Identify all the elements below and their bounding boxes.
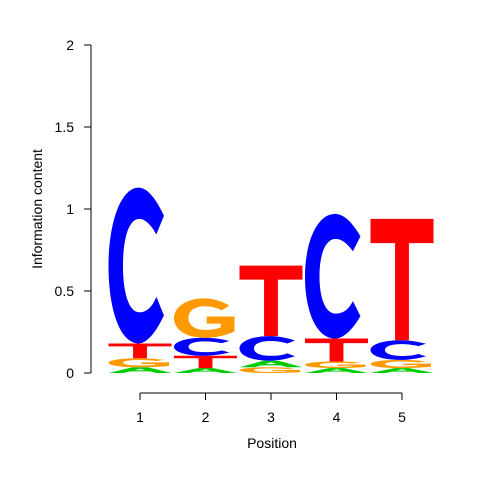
letter-G-pos-1 xyxy=(108,358,169,368)
letter-G-pos-2 xyxy=(174,298,235,338)
letter-C-pos-4 xyxy=(305,213,361,339)
letter-A-pos-1 xyxy=(108,367,172,373)
letter-T-pos-2 xyxy=(174,355,237,369)
y-tick-label: 2 xyxy=(66,37,74,53)
x-tick-label: 1 xyxy=(136,409,144,425)
letter-T-pos-4 xyxy=(305,338,368,362)
letter-A-pos-5 xyxy=(370,368,434,373)
y-tick-label: 0 xyxy=(66,365,74,381)
letter-G-pos-4 xyxy=(305,361,366,369)
x-tick-label: 4 xyxy=(333,409,341,425)
y-tick-label: 0.5 xyxy=(55,283,75,299)
x-tick-label: 3 xyxy=(267,409,275,425)
letter-stacks xyxy=(108,187,434,373)
y-axis: 0 0.5 1 1.5 2 xyxy=(55,37,92,381)
letter-C-pos-2 xyxy=(174,337,230,356)
letter-A-pos-4 xyxy=(305,368,368,373)
letter-T-pos-5 xyxy=(370,218,434,341)
letter-T-pos-1 xyxy=(108,343,172,359)
x-tick-label: 5 xyxy=(398,409,406,425)
letter-G-pos-3 xyxy=(239,367,300,373)
letter-A-pos-3 xyxy=(239,360,303,368)
x-axis-title: Position xyxy=(247,435,297,451)
y-axis-title: Information content xyxy=(29,149,45,269)
y-tick-label: 1.5 xyxy=(55,119,75,135)
x-axis: 1 2 3 4 5 xyxy=(136,392,406,425)
letter-G-pos-5 xyxy=(370,359,431,369)
letter-C-pos-3 xyxy=(239,336,295,361)
letter-A-pos-2 xyxy=(174,368,237,373)
letter-T-pos-3 xyxy=(239,265,303,337)
x-tick-label: 2 xyxy=(202,409,210,425)
y-tick-label: 1 xyxy=(66,201,74,217)
letter-C-pos-5 xyxy=(370,340,426,360)
letter-C-pos-1 xyxy=(108,187,164,344)
